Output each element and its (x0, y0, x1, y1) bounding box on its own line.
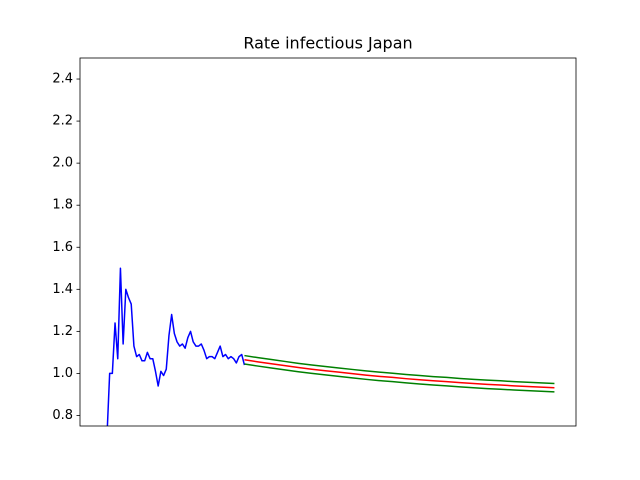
y-tick-label: 2.2 (52, 114, 73, 129)
line (244, 354, 555, 385)
plot-area (106, 267, 555, 426)
y-tick-label: 1.8 (52, 198, 73, 213)
y-tick-label: 1.2 (52, 324, 73, 339)
line (244, 363, 555, 393)
plot-frame (79, 57, 577, 427)
y-tick-label: 2.4 (52, 72, 73, 87)
chart-title: Rate infectious Japan (243, 34, 412, 53)
y-tick-label: 0.8 (52, 408, 73, 423)
y-tick-label: 1.0 (52, 366, 73, 381)
line (106, 267, 246, 426)
y-tick-label: 1.6 (52, 240, 73, 255)
line (244, 359, 555, 389)
y-tick-label: 2.0 (52, 156, 73, 171)
y-tick-label: 1.4 (52, 282, 73, 297)
